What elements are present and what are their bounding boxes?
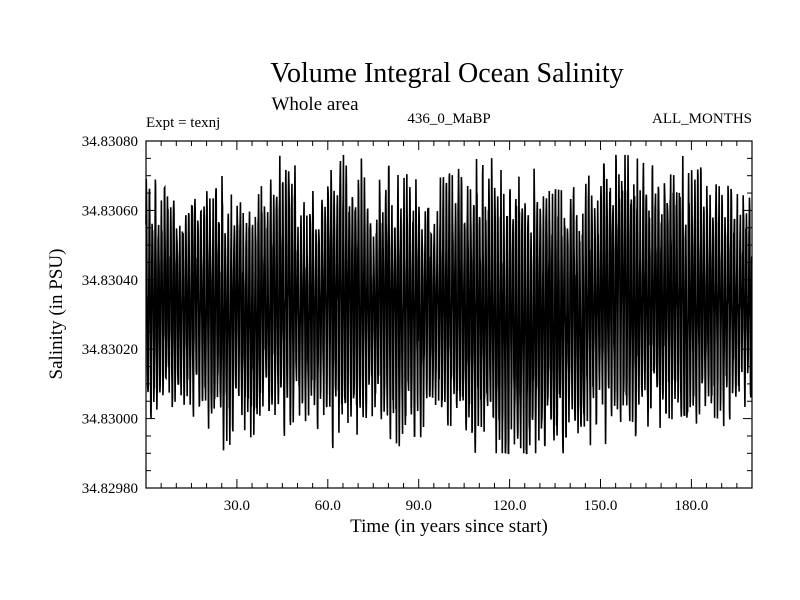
chart-subtitle: Whole area bbox=[271, 94, 359, 115]
x-tick-label: 60.0 bbox=[315, 498, 341, 514]
months-label: ALL_MONTHS bbox=[652, 111, 752, 127]
x-tick-label: 150.0 bbox=[584, 498, 618, 514]
x-tick-label: 180.0 bbox=[675, 498, 709, 514]
plot-frame bbox=[145, 140, 753, 489]
y-tick-label: 34.83000 bbox=[82, 412, 138, 428]
series-layer bbox=[145, 154, 753, 455]
x-tick-label: 30.0 bbox=[224, 498, 250, 514]
y-axis-label: Salinity (in PSU) bbox=[46, 249, 67, 380]
y-tick-label: 34.83020 bbox=[82, 342, 138, 358]
tick-layer: 30.0 60.0 90.0 120.0 150.0 180.0 34.82980 34.83… bbox=[82, 134, 752, 514]
y-tick-label: 34.82980 bbox=[82, 481, 138, 497]
y-tick-label: 34.83040 bbox=[82, 273, 138, 289]
salinity-series-line bbox=[145, 154, 753, 455]
x-axis-label: Time (in years since start) bbox=[350, 516, 548, 537]
x-tick-label: 120.0 bbox=[493, 498, 527, 514]
y-tick-label: 34.83060 bbox=[82, 203, 138, 219]
x-tick-label: 90.0 bbox=[406, 498, 432, 514]
run-label: 436_0_MaBP bbox=[407, 111, 490, 127]
y-tick-label: 34.83080 bbox=[82, 134, 138, 150]
expt-label: Expt = texnj bbox=[146, 115, 220, 131]
chart-title: Volume Integral Ocean Salinity bbox=[270, 58, 623, 89]
